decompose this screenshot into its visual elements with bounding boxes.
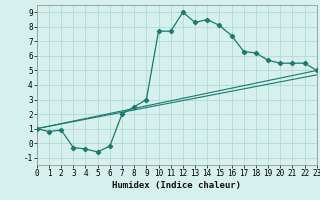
X-axis label: Humidex (Indice chaleur): Humidex (Indice chaleur) [112,181,241,190]
